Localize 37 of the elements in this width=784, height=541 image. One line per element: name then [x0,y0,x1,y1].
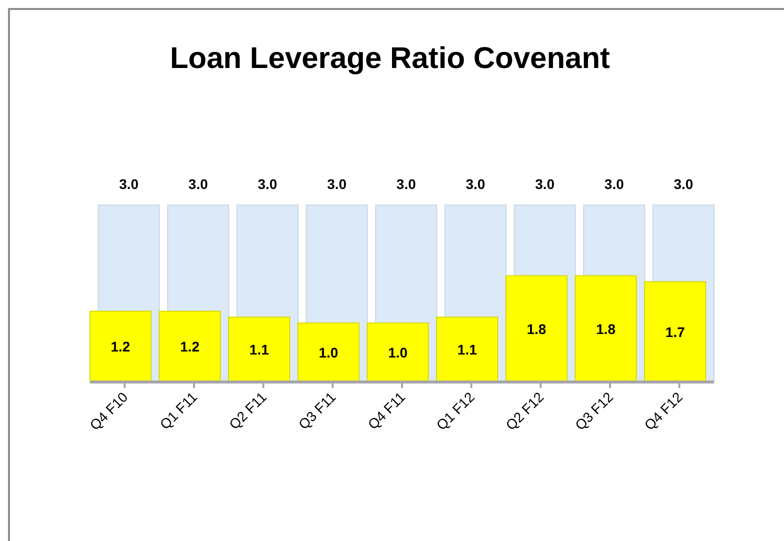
data-label: 3.0 [188,176,208,192]
x-tick-label: Q2 F11 [226,388,270,432]
data-label: 1.2 [110,338,130,355]
x-tick-label: Q4 F12 [641,388,686,434]
bar [505,275,568,382]
data-label: 1.1 [249,342,270,358]
bar [297,322,360,382]
data-label: 1.0 [318,344,338,360]
data-label: 1.7 [665,324,686,340]
x-tick-label: Q1 F11 [156,388,200,432]
bar [574,275,637,382]
data-label: 3.0 [466,176,486,192]
data-label: 3.0 [258,176,278,192]
bar [366,322,429,382]
bar [436,316,498,382]
data-label: 1.8 [526,320,546,337]
data-label: 1.0 [388,344,408,360]
data-label: 3.0 [396,176,416,192]
bar [89,310,152,382]
chart-title: Loan Leverage Ratio Covenant [168,42,612,76]
x-tick-label: Q4 F10 [86,388,131,434]
data-label: 3.0 [119,176,139,192]
x-tick-label: Q2 F12 [502,388,547,434]
bar [228,316,290,382]
data-label: 3.0 [604,176,624,192]
data-label: 1.8 [596,320,616,337]
data-label: 3.0 [535,176,555,192]
bar [158,310,221,382]
x-tick-label: Q1 F12 [433,388,478,434]
data-label: 3.0 [674,176,694,192]
x-tick-label: Q3 F12 [572,388,616,434]
bar [644,281,706,382]
data-label: 1.1 [457,342,478,358]
x-tick-label: Q4 F11 [364,388,408,432]
x-tick-label: Q3 F11 [295,388,339,432]
data-label: 3.0 [327,176,347,192]
data-label: 1.2 [180,338,200,355]
